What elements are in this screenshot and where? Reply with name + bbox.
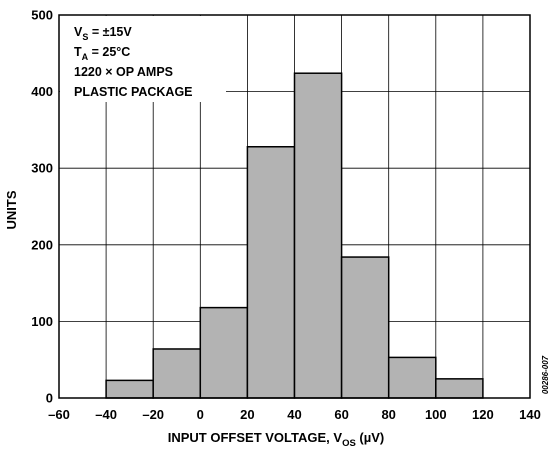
annotation-background xyxy=(60,16,226,102)
x-tick-label: 140 xyxy=(519,407,541,422)
plot-frame xyxy=(58,14,531,399)
x-tick-label: 120 xyxy=(472,407,494,422)
histogram-bars xyxy=(105,72,484,399)
histogram-bar xyxy=(435,378,484,399)
x-tick-label: 100 xyxy=(425,407,447,422)
x-tick-label: –20 xyxy=(142,407,164,422)
y-axis-label: UNITS xyxy=(4,190,19,229)
annotation-box: VS = ±15V TA = 25°C 1220 × OP AMPS PLAST… xyxy=(60,16,226,102)
figure-code: 00286-007 xyxy=(541,355,550,394)
histogram-bar xyxy=(387,356,437,399)
x-tick-label: –60 xyxy=(48,407,70,422)
histogram-bar xyxy=(105,379,154,399)
x-tick-label: 0 xyxy=(197,407,204,422)
x-tick-label: 80 xyxy=(381,407,395,422)
histogram-bar xyxy=(293,72,343,399)
y-tick-label: 0 xyxy=(46,391,53,406)
histogram-bar xyxy=(199,306,249,399)
x-tick-label: –40 xyxy=(95,407,117,422)
annotation-package: PLASTIC PACKAGE xyxy=(74,85,193,99)
y-tick-label: 200 xyxy=(31,237,53,252)
annotation-temperature: TA = 25°C xyxy=(74,45,130,62)
annotation-supply: VS = ±15V xyxy=(74,25,132,42)
histogram-bar xyxy=(152,348,202,399)
x-tick-label: 40 xyxy=(287,407,301,422)
x-tick-label: 60 xyxy=(334,407,348,422)
x-tick-label: 20 xyxy=(240,407,254,422)
x-axis-label: INPUT OFFSET VOLTAGE, VOS (µV) xyxy=(168,430,384,449)
y-tick-labels: 0 100 200 300 400 500 xyxy=(31,8,53,406)
y-tick-label: 100 xyxy=(31,314,53,329)
histogram-bar xyxy=(246,146,296,399)
y-tick-label: 300 xyxy=(31,161,53,176)
y-tick-label: 500 xyxy=(31,8,53,23)
x-tick-labels: –60 –40 –20 0 20 40 60 80 100 120 140 xyxy=(48,407,541,422)
histogram-bar xyxy=(340,256,390,399)
y-tick-label: 400 xyxy=(31,84,53,99)
annotation-sample-count: 1220 × OP AMPS xyxy=(74,65,173,79)
